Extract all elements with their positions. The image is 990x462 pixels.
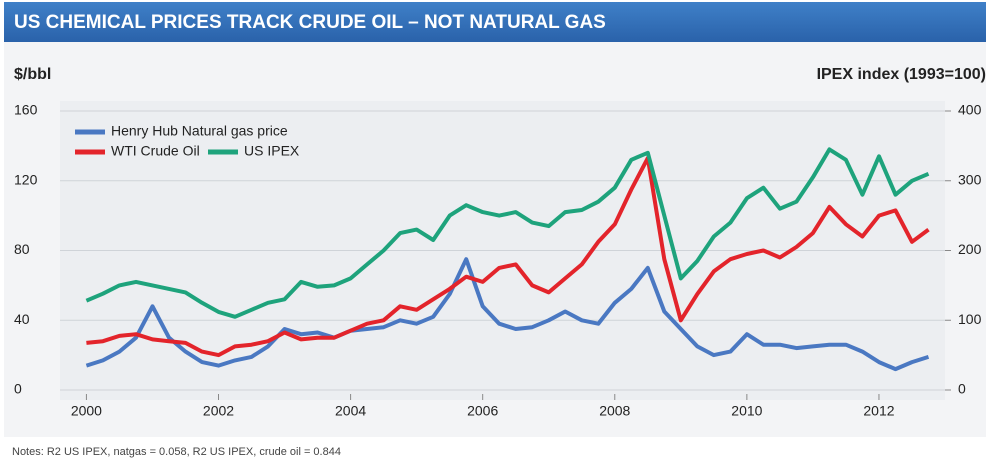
y2-axis-label: IPEX index (1993=100)	[817, 66, 986, 83]
x-tick-label: 2000	[71, 403, 102, 419]
x-tick-label: 2006	[467, 403, 498, 419]
legend-label: US IPEX	[244, 143, 300, 159]
y2-tick-label: 100	[958, 311, 982, 327]
y-tick-label: 80	[14, 241, 30, 257]
y-tick-label: 160	[14, 102, 38, 118]
x-tick-label: 2012	[863, 403, 894, 419]
chart-title: US CHEMICAL PRICES TRACK CRUDE OIL – NOT…	[14, 12, 606, 33]
y2-tick-label: 300	[958, 171, 982, 187]
x-tick-label: 2008	[599, 403, 630, 419]
legend-label: Henry Hub Natural gas price	[111, 123, 288, 139]
x-tick-label: 2010	[731, 403, 762, 419]
y-tick-label: 40	[14, 311, 30, 327]
series-line	[85, 147, 930, 319]
y-tick-label: 120	[14, 171, 38, 187]
x-tick-label: 2004	[335, 403, 366, 419]
series-line	[85, 257, 930, 372]
legend-label: WTI Crude Oil	[111, 143, 200, 159]
y-axis-label: $/bbl	[14, 66, 51, 83]
series-line	[86, 156, 930, 358]
y-tick-label: 0	[14, 381, 22, 397]
x-tick-label: 2002	[203, 403, 234, 419]
title-bar	[4, 2, 986, 42]
y2-tick-label: 0	[958, 381, 966, 397]
y2-tick-label: 400	[958, 102, 982, 118]
y2-tick-label: 200	[958, 241, 982, 257]
note: Notes: R2 US IPEX, natgas = 0.058, R2 US…	[12, 446, 341, 458]
